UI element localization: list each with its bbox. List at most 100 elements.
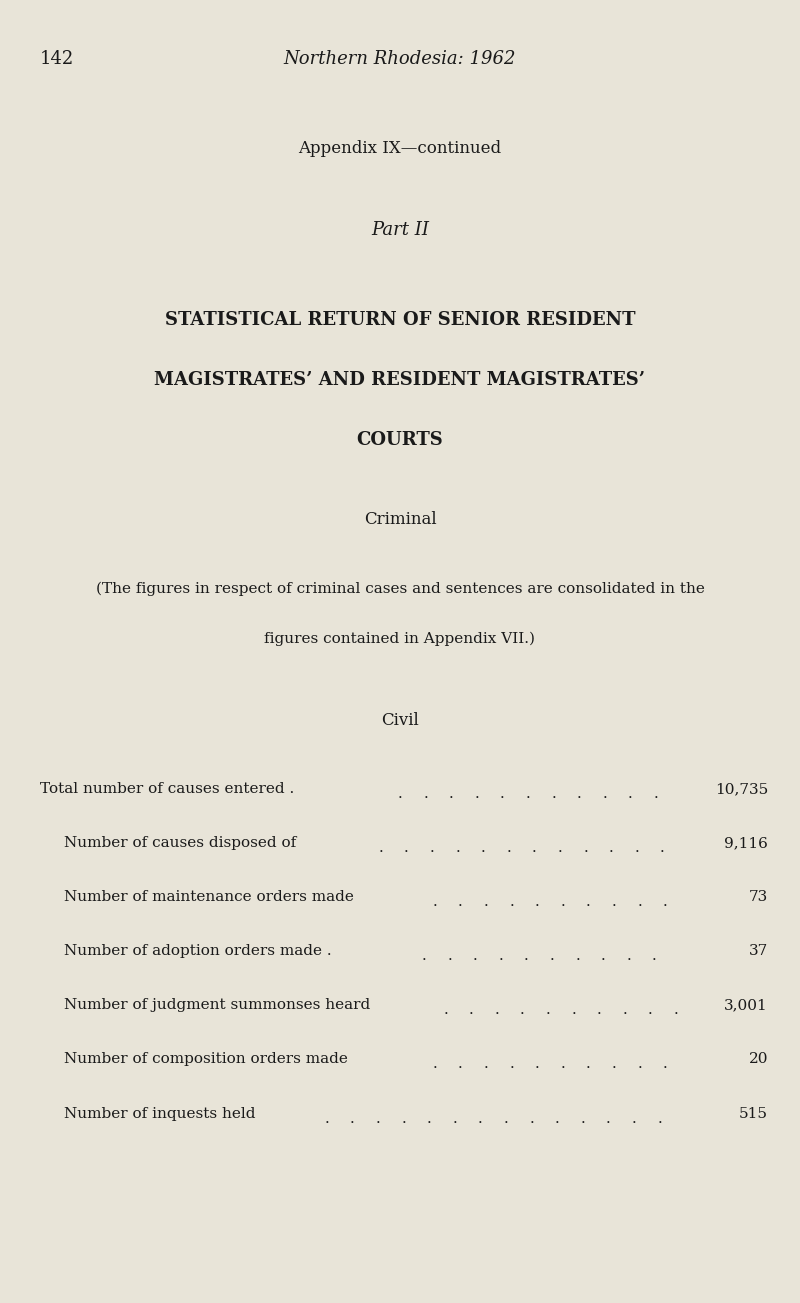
Text: .: . [571,1003,576,1018]
Text: .: . [575,949,580,963]
Text: .: . [378,840,383,855]
Text: .: . [423,787,428,801]
Text: .: . [612,1058,616,1071]
Text: .: . [458,895,462,909]
Text: .: . [422,949,426,963]
Text: .: . [626,949,631,963]
Text: .: . [561,1058,565,1071]
Text: 515: 515 [739,1106,768,1121]
Text: Number of causes disposed of: Number of causes disposed of [64,837,296,850]
Text: .: . [449,787,454,801]
Text: .: . [510,1058,514,1071]
Text: .: . [498,949,503,963]
Text: Number of adoption orders made .: Number of adoption orders made . [64,945,332,958]
Text: Criminal: Criminal [364,511,436,528]
Text: .: . [530,1111,534,1126]
Text: 142: 142 [40,50,74,68]
Text: .: . [478,1111,482,1126]
Text: .: . [638,1058,642,1071]
Text: .: . [401,1111,406,1126]
Text: .: . [638,895,642,909]
Text: 9,116: 9,116 [724,837,768,850]
Text: .: . [555,1111,559,1126]
Text: 73: 73 [749,890,768,904]
Text: 20: 20 [749,1053,768,1066]
Text: Part II: Part II [371,220,429,238]
Text: .: . [500,787,505,801]
Text: .: . [526,787,530,801]
Text: .: . [430,840,434,855]
Text: .: . [550,949,554,963]
Text: .: . [658,1111,662,1126]
Text: .: . [376,1111,380,1126]
Text: .: . [455,840,460,855]
Text: .: . [606,1111,610,1126]
Text: .: . [622,1003,627,1018]
Text: .: . [674,1003,678,1018]
Text: 37: 37 [749,945,768,958]
Text: .: . [663,895,667,909]
Text: .: . [443,1003,448,1018]
Text: .: . [433,895,437,909]
Text: .: . [473,949,478,963]
Text: MAGISTRATES’ AND RESIDENT MAGISTRATES’: MAGISTRATES’ AND RESIDENT MAGISTRATES’ [154,371,646,388]
Text: .: . [586,895,590,909]
Text: Number of judgment summonses heard: Number of judgment summonses heard [64,998,370,1012]
Text: .: . [561,895,565,909]
Text: .: . [609,840,614,855]
Text: .: . [483,895,488,909]
Text: 3,001: 3,001 [724,998,768,1012]
Text: .: . [654,787,658,801]
Text: Total number of causes entered .: Total number of causes entered . [40,782,294,796]
Text: .: . [632,1111,636,1126]
Text: .: . [350,1111,354,1126]
Text: .: . [474,787,479,801]
Text: .: . [663,1058,667,1071]
Text: .: . [535,1058,539,1071]
Text: .: . [648,1003,653,1018]
Text: .: . [652,949,657,963]
Text: .: . [532,840,537,855]
Text: .: . [558,840,562,855]
Text: .: . [612,895,616,909]
Text: .: . [433,1058,437,1071]
Text: .: . [427,1111,431,1126]
Text: .: . [586,1058,590,1071]
Text: .: . [506,840,511,855]
Text: .: . [551,787,556,801]
Text: Number of composition orders made: Number of composition orders made [64,1053,348,1066]
Text: .: . [601,949,606,963]
Text: Number of maintenance orders made: Number of maintenance orders made [64,890,354,904]
Text: .: . [546,1003,550,1018]
Text: .: . [634,840,639,855]
Text: COURTS: COURTS [357,431,443,450]
Text: figures contained in Appendix VII.): figures contained in Appendix VII.) [265,632,535,646]
Text: Appendix IX—continued: Appendix IX—continued [298,141,502,158]
Text: .: . [628,787,633,801]
Text: .: . [583,840,588,855]
Text: .: . [510,895,514,909]
Text: .: . [581,1111,585,1126]
Text: .: . [504,1111,508,1126]
Text: Northern Rhodesia: 1962: Northern Rhodesia: 1962 [284,50,516,68]
Text: .: . [398,787,402,801]
Text: .: . [660,840,665,855]
Text: .: . [453,1111,457,1126]
Text: .: . [458,1058,462,1071]
Text: Civil: Civil [381,711,419,728]
Text: .: . [481,840,486,855]
Text: .: . [535,895,539,909]
Text: 10,735: 10,735 [714,782,768,796]
Text: .: . [524,949,529,963]
Text: .: . [483,1058,488,1071]
Text: Number of inquests held: Number of inquests held [64,1106,255,1121]
Text: .: . [597,1003,602,1018]
Text: .: . [520,1003,525,1018]
Text: .: . [325,1111,329,1126]
Text: .: . [577,787,582,801]
Text: .: . [494,1003,499,1018]
Text: .: . [469,1003,474,1018]
Text: (The figures in respect of criminal cases and sentences are consolidated in the: (The figures in respect of criminal case… [95,581,705,595]
Text: .: . [404,840,409,855]
Text: .: . [602,787,607,801]
